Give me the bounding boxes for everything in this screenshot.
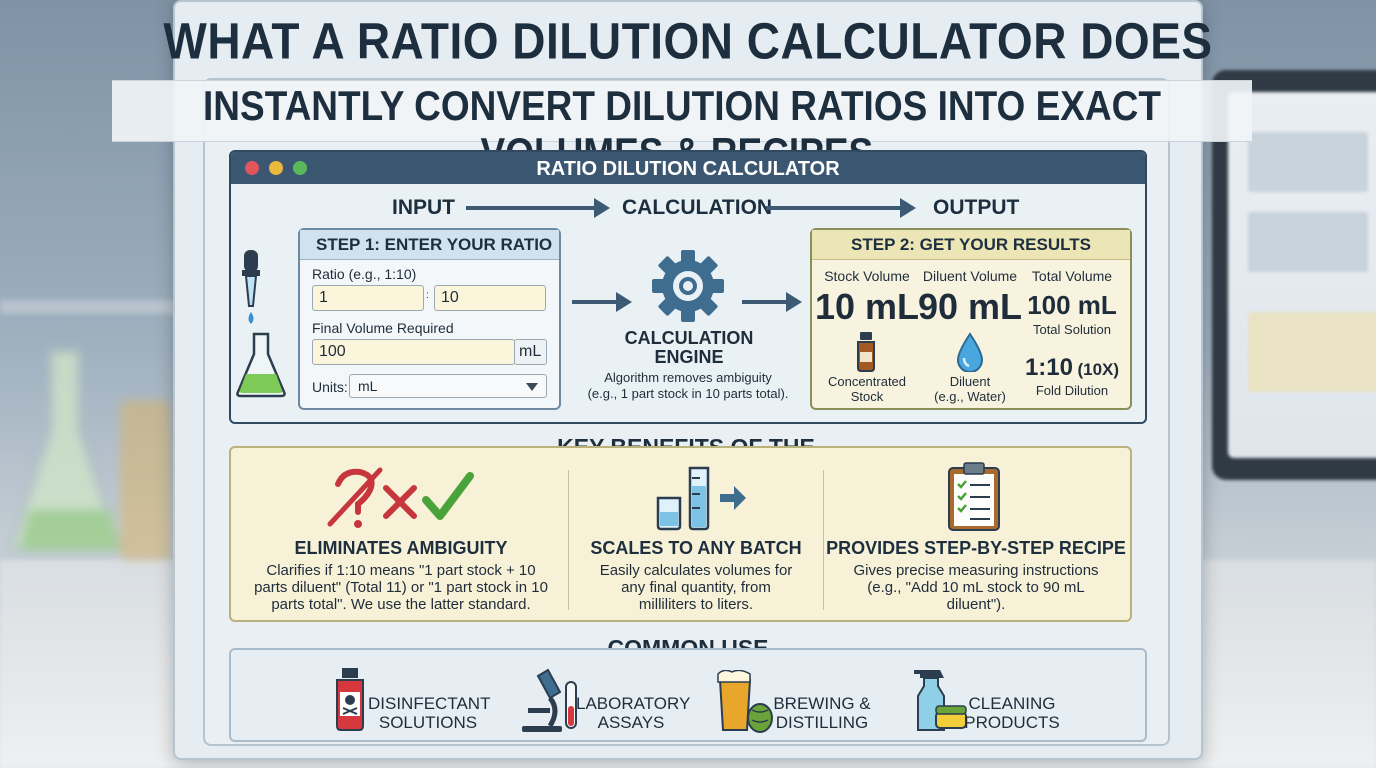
ratio-right-input[interactable]: 10: [434, 285, 546, 311]
step1-to-engine-arrow: [572, 292, 632, 312]
gear-icon: [652, 250, 724, 322]
diluent-volume-value: 90 mL: [917, 286, 1023, 327]
benefit-text-scales-3: milliliters to liters.: [638, 596, 754, 613]
ratio-result: 1:10 (10X): [1014, 354, 1130, 382]
background-monitor: [1212, 70, 1376, 480]
benefit-text-ambiguity-2: parts diluent" (Total 11) or "1 part sto…: [254, 579, 548, 596]
use-case-cleaning-line1: CLEANING: [968, 694, 1056, 713]
microscope-icon: [522, 668, 577, 732]
use-case-brewing-line2: DISTILLING: [775, 713, 869, 732]
subtitle-band: [112, 80, 1252, 142]
water-drop-icon: [956, 332, 984, 372]
window-titlebar: RATIO DILUTION CALCULATOR: [231, 152, 1145, 184]
diluent-volume-label: Diluent Volume: [922, 268, 1018, 284]
benefit-title-scales: SCALES TO ANY BATCH: [590, 538, 802, 558]
page-title: WHAT A RATIO DILUTION CALCULATOR DOES: [163, 12, 1213, 70]
beer-hops-icon: [717, 670, 773, 733]
benefit-text-recipe-1: Gives precise measuring instructions: [853, 562, 1099, 579]
units-select[interactable]: mL: [349, 374, 547, 398]
fold-dilution-caption: Fold Dilution: [1035, 383, 1109, 398]
window-close-button[interactable]: [245, 161, 259, 175]
diluent-caption-line2: (e.g., Water): [934, 389, 1006, 404]
scaling-cylinder-icon: [656, 466, 746, 531]
total-volume-value: 100 mL: [1027, 290, 1117, 320]
use-case-disinfectant-line1: DISINFECTANT: [368, 694, 491, 713]
use-case-brewing-line1: BREWING &: [773, 694, 871, 713]
ratio-left-input[interactable]: 1: [312, 285, 424, 311]
benefit-text-scales-1: Easily calculates volumes for: [599, 562, 793, 579]
clipboard-checklist-icon: [948, 462, 1000, 531]
window-maximize-button[interactable]: [293, 161, 307, 175]
poison-bottle-icon: [336, 668, 364, 731]
flow-input-label: INPUT: [392, 196, 455, 219]
ratio-label: Ratio (e.g., 1:10): [312, 266, 417, 282]
volume-unit-box: mL: [514, 339, 547, 365]
engine-title-line1: CALCULATION: [624, 328, 754, 348]
background-flask-icon: [10, 348, 170, 560]
stock-caption-line1: Concentrated: [827, 374, 907, 389]
use-case-laboratory-line1: LABORATORY: [576, 694, 691, 713]
benefit-text-ambiguity-1: Clarifies if 1:10 means "1 part stock + …: [266, 562, 536, 579]
flow-calculation-label: CALCULATION: [622, 196, 773, 219]
ratio-separator: :: [426, 290, 429, 301]
ambiguity-icon: [327, 467, 474, 528]
use-case-laboratory-line2: ASSAYS: [597, 713, 665, 732]
benefit-title-recipe: PROVIDES STEP-BY-STEP RECIPE: [826, 538, 1126, 558]
benefit-text-scales-2: any final quantity, from: [621, 579, 771, 596]
stock-volume-label: Stock Volume: [824, 268, 910, 284]
units-label: Units:: [312, 379, 348, 395]
flow-arrow-1: [466, 198, 610, 218]
step2-panel: STEP 2: GET YOUR RESULTS: [810, 228, 1132, 410]
units-select-value: mL: [358, 378, 378, 394]
benefit-divider-1: [568, 470, 569, 610]
window-title: RATIO DILUTION CALCULATOR: [536, 158, 840, 180]
benefit-divider-2: [823, 470, 824, 610]
chevron-down-icon: [526, 383, 538, 391]
use-case-disinfectant-line2: SOLUTIONS: [378, 713, 478, 732]
benefit-text-recipe-2: (e.g., "Add 10 mL stock to 90 mL: [867, 579, 1085, 596]
flow-arrow-2: [766, 198, 916, 218]
step2-heading: STEP 2: GET YOUR RESULTS: [812, 230, 1130, 260]
stock-caption-line2: Stock: [850, 389, 884, 404]
engine-desc-line2: (e.g., 1 part stock in 10 parts total).: [587, 386, 789, 401]
flow-output-label: OUTPUT: [933, 196, 1020, 219]
use-cases-panel: [229, 648, 1147, 742]
background-shelf: [0, 300, 180, 314]
use-case-cleaning-line2: PRODUCTS: [964, 713, 1060, 732]
stock-volume-value: 10 mL: [814, 286, 920, 327]
diluent-caption-line1: Diluent: [949, 374, 991, 389]
engine-to-output-arrow: [742, 292, 802, 312]
dropper-icon: [242, 250, 260, 324]
benefit-text-ambiguity-3: parts total". We use the latter standard…: [271, 596, 531, 613]
ratio-result-value: 1:10: [1024, 354, 1073, 381]
spray-bottle-icon: [914, 670, 967, 731]
stock-bottle-icon: [857, 332, 875, 372]
total-volume-label: Total Volume: [1031, 268, 1113, 284]
flask-icon: [236, 332, 286, 398]
benefit-text-recipe-3: diluent").: [946, 596, 1006, 613]
final-volume-label: Final Volume Required: [312, 320, 454, 336]
engine-title-line2: ENGINE: [654, 347, 724, 367]
fold-value: (10X): [1077, 360, 1120, 379]
step1-heading: STEP 1: ENTER YOUR RATIO: [300, 230, 559, 260]
final-volume-input[interactable]: 100: [312, 339, 515, 365]
engine-desc-line1: Algorithm removes ambiguity: [604, 370, 772, 385]
window-minimize-button[interactable]: [269, 161, 283, 175]
benefit-title-ambiguity: ELIMINATES AMBIGUITY: [294, 538, 508, 558]
total-solution-caption: Total Solution: [1032, 322, 1112, 337]
